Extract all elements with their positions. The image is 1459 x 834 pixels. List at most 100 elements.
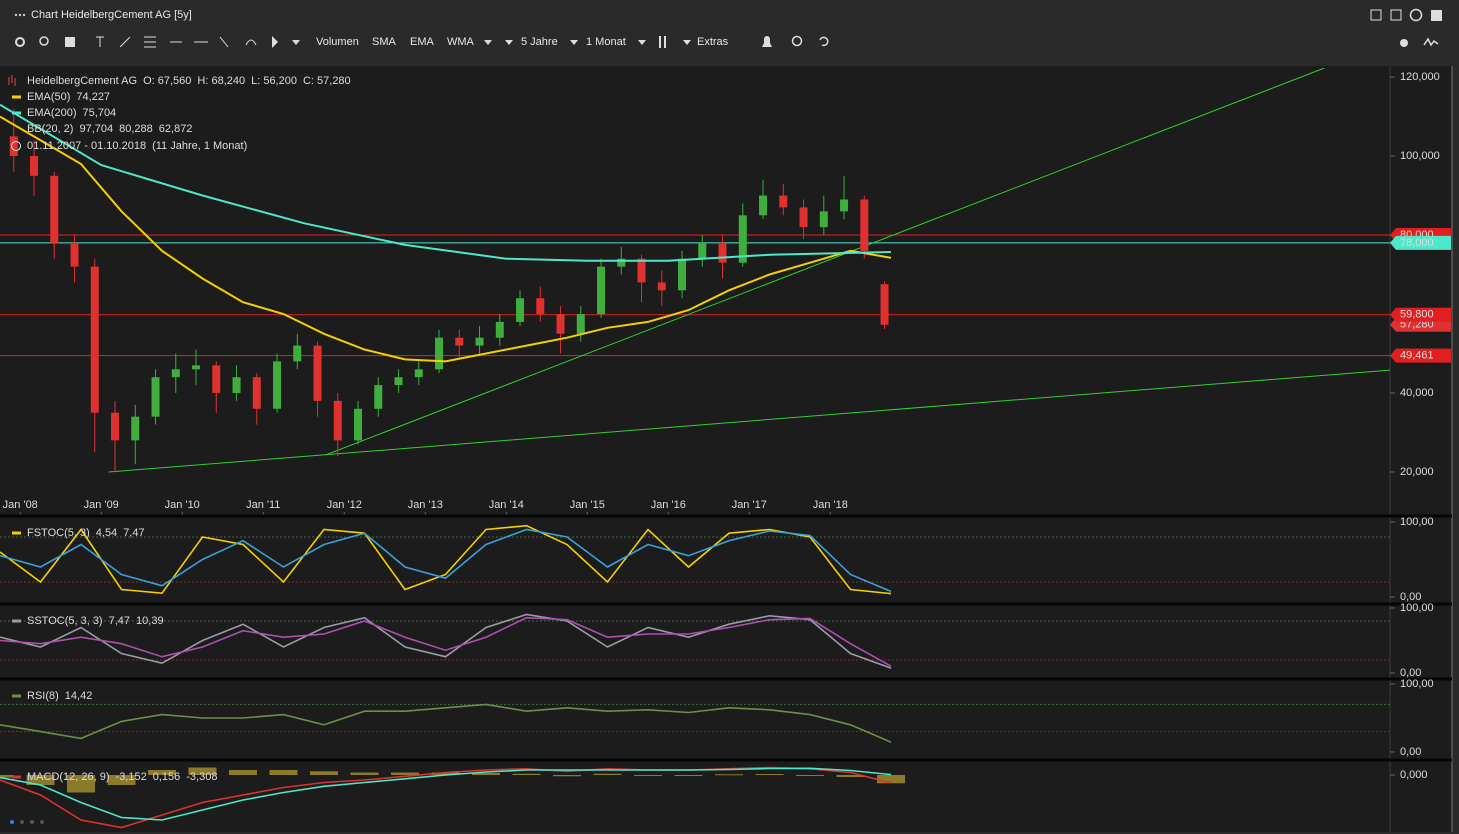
histogram-bar [715, 774, 743, 775]
candle-body [293, 346, 301, 362]
legend-ohlc: H: 68,240 [197, 75, 245, 87]
legend-name: HeidelbergCement AG [27, 75, 137, 87]
toolbar-button[interactable]: 1 Monat [586, 36, 626, 48]
x-tick-label: Jan '08 [3, 499, 38, 511]
y-tick-label: 100,00 [1400, 678, 1434, 690]
candle-body [314, 346, 322, 401]
candle-body [597, 267, 605, 314]
candle-body [192, 365, 200, 369]
candle-body [415, 369, 423, 377]
x-tick-label: Jan '16 [651, 499, 686, 511]
histogram-bar [270, 770, 298, 775]
toolbar-button[interactable]: 5 Jahre [521, 36, 558, 48]
tool-icon[interactable] [65, 37, 75, 47]
candle-body [840, 199, 848, 211]
candle-body [273, 361, 281, 408]
candle-body [516, 298, 524, 322]
candle-body [30, 156, 38, 176]
panel-title: SSTOC(5, 3, 3) [27, 615, 103, 627]
toolbar-button[interactable]: EMA [410, 36, 435, 48]
candle-body [212, 365, 220, 393]
window-button[interactable] [1431, 10, 1442, 21]
tool-icon[interactable] [1400, 39, 1408, 47]
window-title: Chart HeidelbergCement AG [5y] [31, 9, 192, 21]
legend-value: 75,704 [83, 107, 117, 119]
legend-ohlc: L: 56,200 [251, 75, 297, 87]
candle-body [395, 377, 403, 385]
candle-body [658, 282, 666, 290]
legend-value: 80,288 [119, 123, 153, 135]
legend-ohlc: C: 57,280 [303, 75, 351, 87]
y-tick-label: 20,000 [1400, 466, 1434, 478]
candle-body [435, 338, 443, 370]
histogram-bar [796, 775, 824, 776]
x-tick-label: Jan '11 [246, 499, 280, 511]
candle-body [111, 413, 119, 441]
legend-value: 14,42 [65, 690, 93, 702]
candle-body [820, 211, 828, 227]
x-tick-label: Jan '14 [489, 499, 524, 511]
candle-body [10, 136, 18, 156]
candle-body [455, 338, 463, 346]
candle-body [374, 385, 382, 409]
legend-name: EMA(50) [27, 91, 70, 103]
legend-value: 10,39 [136, 615, 164, 627]
candle-body [496, 322, 504, 338]
toolbar-button[interactable]: Volumen [316, 36, 359, 48]
histogram-bar [756, 774, 784, 775]
price-label: 59,800 [1400, 309, 1434, 321]
toolbar-button[interactable]: WMA [447, 36, 475, 48]
candle-body [233, 377, 241, 393]
toolbar-button[interactable]: SMA [372, 36, 397, 48]
y-tick-label: 100,000 [1400, 150, 1440, 162]
legend-value: 4,54 [96, 527, 117, 539]
x-tick-label: Jan '18 [813, 499, 848, 511]
legend-value: 7,47 [109, 615, 130, 627]
candle-body [253, 377, 261, 409]
y-tick-label: 0,000 [1400, 769, 1428, 781]
legend-value: 7,47 [123, 527, 144, 539]
price-label: 78,000 [1400, 237, 1434, 249]
chart-bg [0, 66, 1452, 832]
histogram-bar [513, 774, 541, 775]
toolbar-button[interactable]: Extras [697, 36, 729, 48]
legend-value: 0,156 [153, 771, 181, 783]
candle-body [71, 243, 79, 267]
page-dot[interactable] [30, 820, 34, 824]
legend-value: -3,152 [116, 771, 147, 783]
page-dot[interactable] [40, 820, 44, 824]
candle-body [638, 259, 646, 283]
panel-title: RSI(8) [27, 690, 59, 702]
candle-body [779, 196, 787, 208]
candle-body [698, 243, 706, 259]
x-tick-label: Jan '09 [84, 499, 119, 511]
page-dot[interactable] [10, 820, 14, 824]
histogram-bar [310, 771, 338, 775]
candle-body [577, 314, 585, 334]
histogram-bar [877, 775, 905, 783]
candle-body [91, 267, 99, 413]
candle-body [759, 196, 767, 216]
panel-title: FSTOC(5, 3) [27, 527, 90, 539]
legend-value: 74,227 [76, 91, 110, 103]
candle-body [800, 207, 808, 227]
x-tick-label: Jan '10 [165, 499, 200, 511]
price-label: 49,461 [1400, 350, 1434, 362]
candle-body [678, 259, 686, 291]
page-dot[interactable] [20, 820, 24, 824]
candle-body [354, 409, 362, 441]
histogram-bar [229, 770, 257, 775]
histogram-bar [675, 775, 703, 776]
candle-body [476, 338, 484, 346]
candle-body [881, 284, 889, 325]
date-range: 01.11.2007 - 01.10.2018 [27, 140, 146, 152]
y-tick-label: 0,00 [1400, 746, 1421, 758]
legend-value: 62,872 [159, 123, 193, 135]
y-tick-label: 100,00 [1400, 516, 1434, 528]
histogram-bar [634, 775, 662, 776]
legend-name: EMA(200) [27, 107, 77, 119]
candle-body [131, 417, 139, 441]
legend-ohlc: O: 67,560 [143, 75, 191, 87]
candle-body [152, 377, 160, 416]
